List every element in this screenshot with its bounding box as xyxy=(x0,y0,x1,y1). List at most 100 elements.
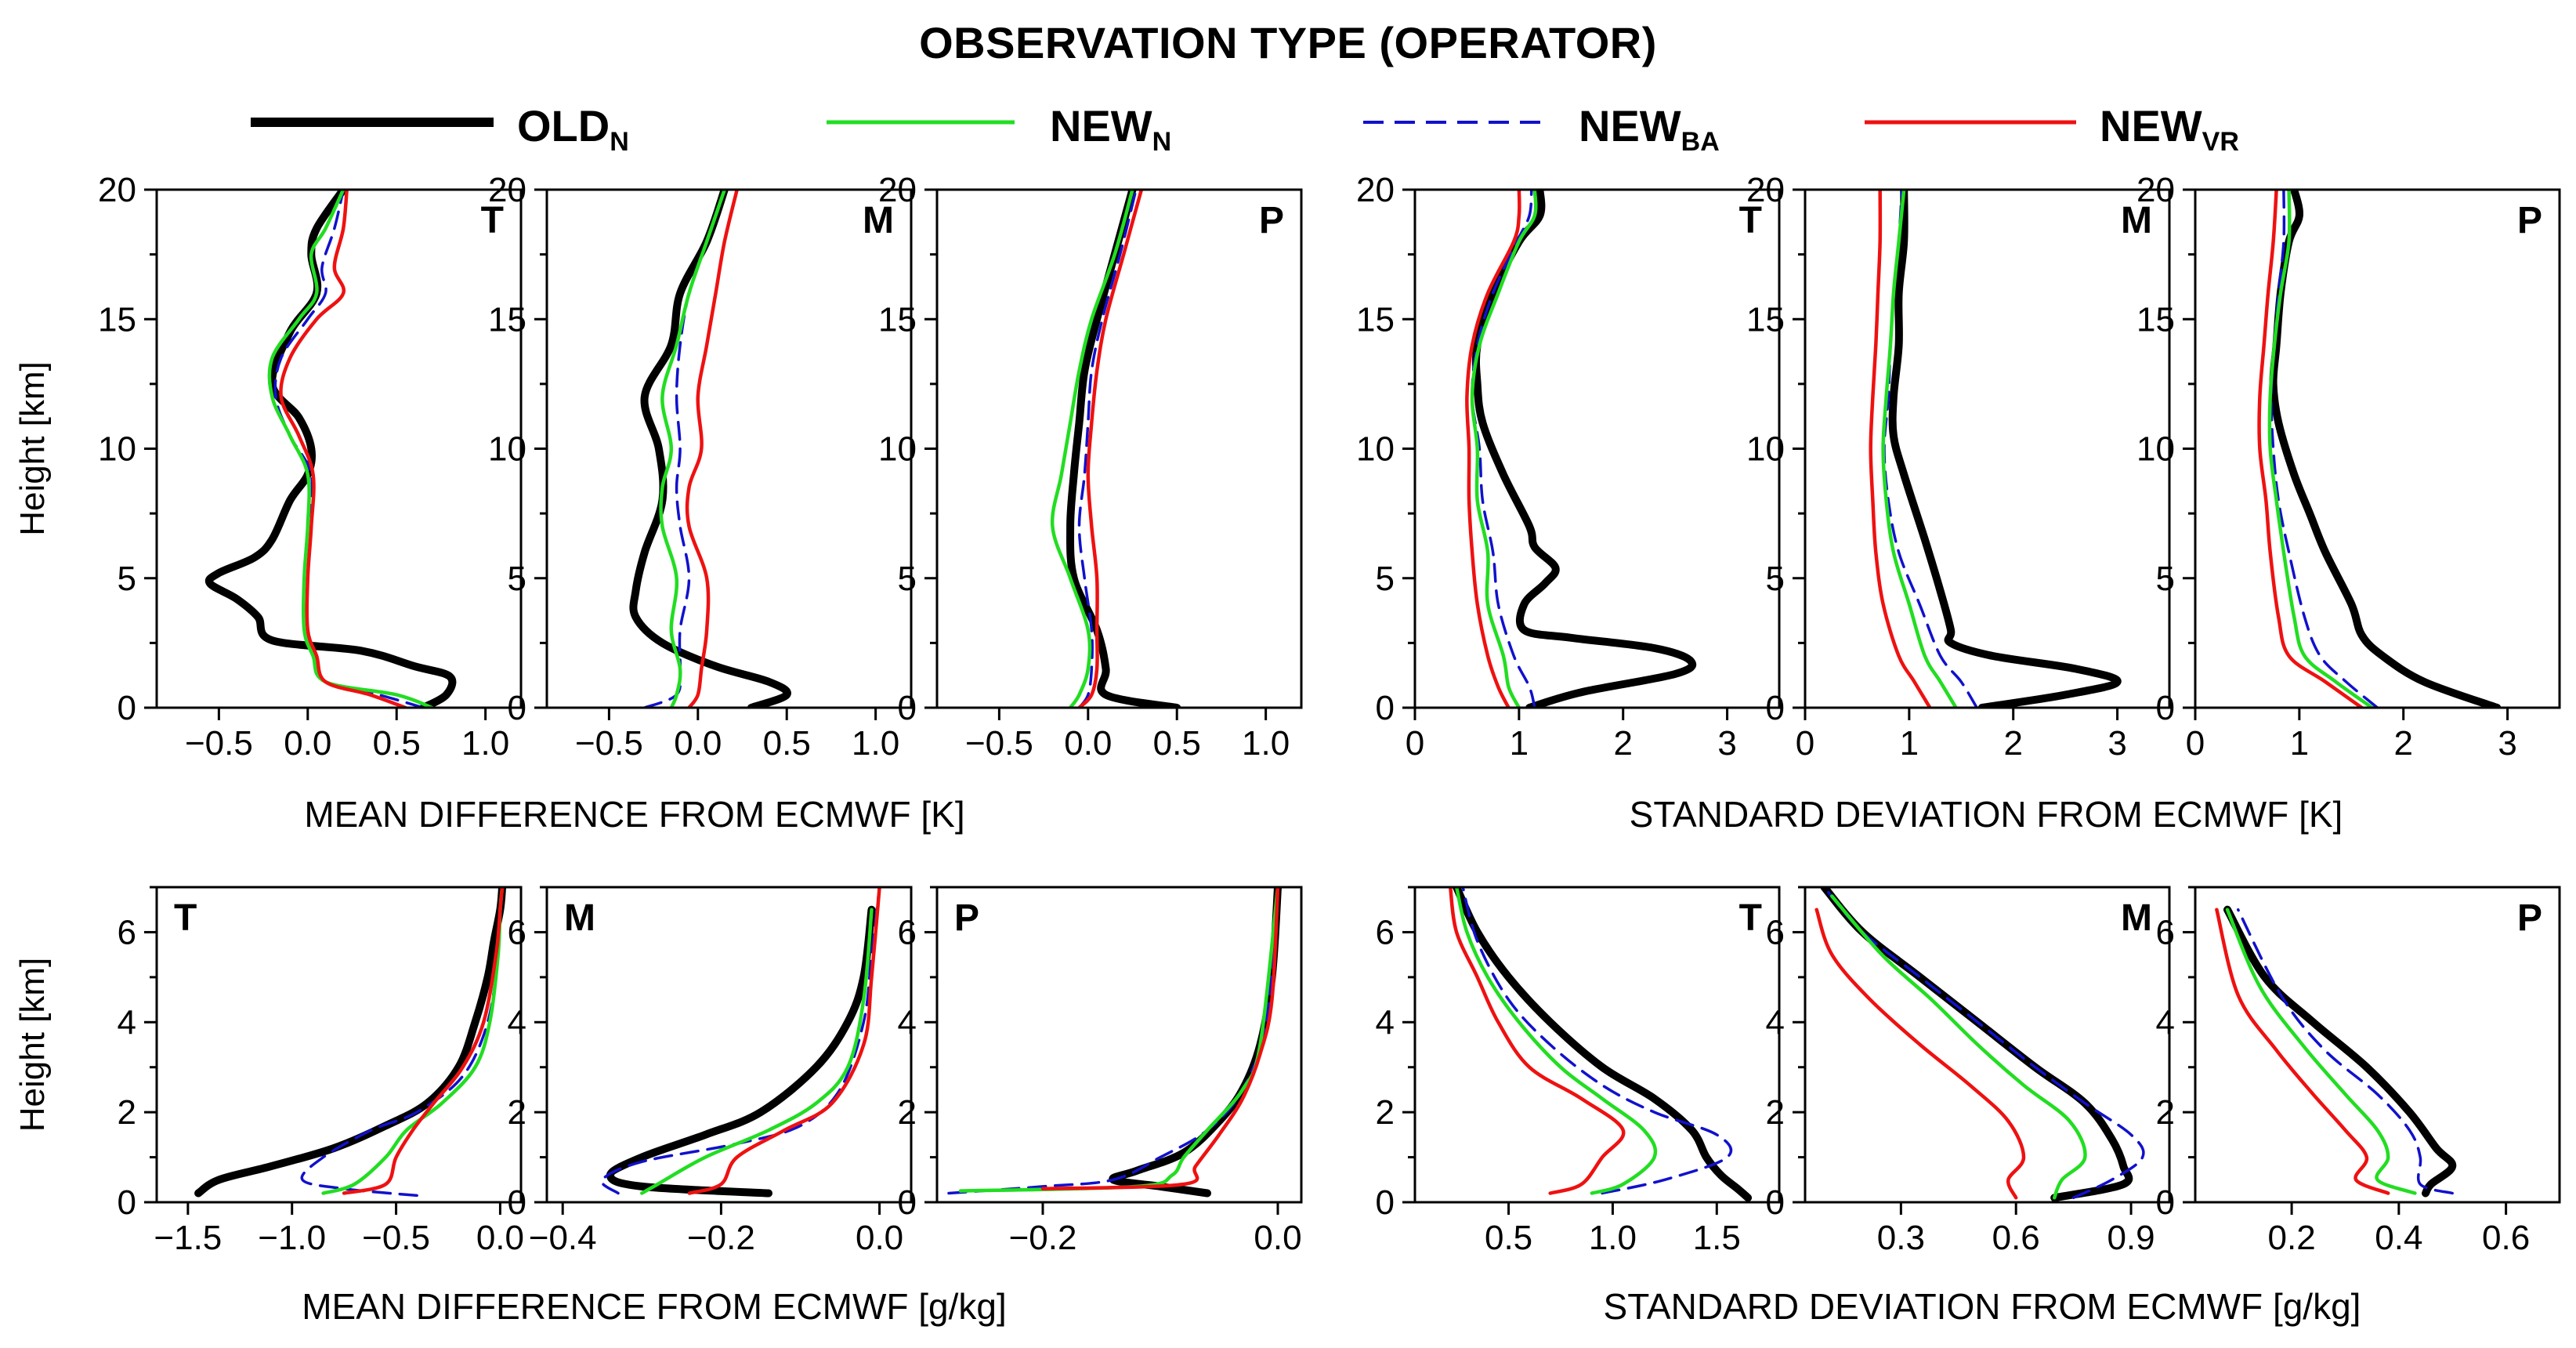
series-line-new-n xyxy=(2267,190,2375,708)
panel-r1c2: M −0.5 0.0 0.5 1.0 0 5 10 15 20 xyxy=(488,171,913,763)
panel-frame xyxy=(935,886,1303,1204)
panel-frame xyxy=(2194,188,2561,709)
x-tick-label: 0.0 xyxy=(1064,724,1112,763)
panel-frame xyxy=(155,188,523,709)
legend-label-new-vr: NEWVR xyxy=(2100,101,2239,157)
y-tick-label: 4 xyxy=(1766,1003,1785,1042)
series-group xyxy=(1465,190,1697,708)
x-tick-label: 1 xyxy=(1900,724,1919,763)
x-tick-label: 0 xyxy=(1796,724,1814,763)
panel-label: M xyxy=(863,200,894,241)
series-line-new-vr xyxy=(1077,190,1144,708)
y-tick-label: 15 xyxy=(488,300,526,339)
x-tick-label: 0.0 xyxy=(856,1219,903,1257)
y-tick-label: 0 xyxy=(508,689,526,727)
x-tick-label: 1 xyxy=(1510,724,1529,763)
series-group xyxy=(1448,887,1753,1202)
y-tick-label: 15 xyxy=(878,300,917,339)
y-axis-title: Height [km] xyxy=(13,958,52,1132)
y-tick-label: 20 xyxy=(1746,171,1785,209)
y-tick-label: 15 xyxy=(2136,300,2175,339)
series-group xyxy=(629,190,791,708)
legend-swatch-old-n xyxy=(251,118,494,127)
series-line-new-vr xyxy=(342,887,505,1195)
series-line-new-vr xyxy=(1448,887,1626,1195)
legend-entry-old-n: OLDN xyxy=(251,92,658,163)
series-line-new-ba xyxy=(1471,190,1536,708)
panel-frame xyxy=(155,886,523,1204)
legend: OLDN NEWN NEWBA NEWVR xyxy=(0,92,2576,163)
panel-label: T xyxy=(1739,897,1762,939)
y-tick-label: 0 xyxy=(1376,1183,1395,1222)
y-axis-labels: Height [km] Height [km] xyxy=(13,361,52,1132)
y-tick-label: 10 xyxy=(1746,430,1785,469)
series-group xyxy=(204,190,457,708)
series-line-old-n xyxy=(1453,887,1753,1202)
y-tick-label: 0 xyxy=(1766,1183,1785,1222)
panel-frame xyxy=(545,188,913,709)
panel-r2c6: P 0.2 0.4 0.6 0 2 4 6 xyxy=(2156,886,2561,1257)
y-tick-label: 10 xyxy=(98,430,136,469)
panel-frame xyxy=(1413,886,1781,1204)
series-line-new-vr xyxy=(279,190,407,708)
series-line-new-n xyxy=(958,887,1280,1193)
panel-label: M xyxy=(2121,200,2152,241)
series-line-old-n xyxy=(1066,190,1181,708)
x-tick-label: 1 xyxy=(2290,724,2309,763)
y-tick-label: 5 xyxy=(118,560,136,598)
y-tick-label: 2 xyxy=(2156,1093,2175,1132)
y-tick-label: 15 xyxy=(1356,300,1395,339)
y-tick-label: 2 xyxy=(898,1093,917,1132)
y-tick-label: 2 xyxy=(118,1093,136,1132)
series-line-old-n xyxy=(1109,887,1282,1198)
y-tick-label: 15 xyxy=(98,300,136,339)
panel-r2c5: M 0.3 0.6 0.9 0 2 4 6 xyxy=(1766,886,2171,1257)
y-tick-label: 2 xyxy=(1376,1093,1395,1132)
y-tick-label: 2 xyxy=(1766,1093,1785,1132)
y-tick-label: 5 xyxy=(1766,560,1785,598)
x-tick-label: −0.2 xyxy=(1009,1219,1077,1257)
series-line-new-vr xyxy=(2215,908,2390,1195)
panel-frame xyxy=(1804,188,2171,709)
y-tick-label: 10 xyxy=(878,430,917,469)
panel-r1c4: T 0 1 2 3 0 5 10 15 20 xyxy=(1356,171,1781,763)
legend-entry-new-vr: NEWVR xyxy=(1865,92,2303,163)
y-tick-label: 4 xyxy=(118,1003,136,1042)
panel-r2c3: P −0.2 0.0 0 2 4 6 xyxy=(898,886,1303,1257)
y-tick-label: 5 xyxy=(1376,560,1395,598)
y-tick-label: 0 xyxy=(1766,689,1785,727)
y-tick-label: 20 xyxy=(488,171,526,209)
series-line-new-vr xyxy=(1869,190,1932,708)
y-tick-label: 0 xyxy=(898,689,917,727)
x-tick-label: 0.2 xyxy=(2268,1219,2316,1257)
series-line-new-ba xyxy=(300,887,504,1198)
x-tick-label: 0.6 xyxy=(1992,1219,2040,1257)
x-tick-label: 0.5 xyxy=(373,724,421,763)
x-tick-label: 0.0 xyxy=(1254,1219,1301,1257)
y-tick-label: 0 xyxy=(118,689,136,727)
x-tick-label: 0.0 xyxy=(284,724,331,763)
panel-label: M xyxy=(564,897,595,939)
panel-label: T xyxy=(481,200,504,241)
series-line-new-n xyxy=(1454,887,1658,1195)
series-group xyxy=(947,887,1282,1198)
x-tick-label: −0.4 xyxy=(529,1219,597,1257)
series-line-new-n xyxy=(1470,190,1538,708)
x-tick-label: −0.5 xyxy=(965,724,1033,763)
y-tick-label: 5 xyxy=(898,560,917,598)
x-tick-label: 1.0 xyxy=(852,724,899,763)
x-tick-label: −0.5 xyxy=(362,1219,430,1257)
x-tick-label: 2 xyxy=(1613,724,1632,763)
x-tick-label: 0.0 xyxy=(476,1219,524,1257)
x-tick-label: −1.0 xyxy=(258,1219,326,1257)
series-group xyxy=(2257,190,2502,708)
series-line-new-vr xyxy=(2257,190,2364,708)
x-tick-label: −0.5 xyxy=(185,724,253,763)
y-tick-label: 10 xyxy=(488,430,526,469)
x-tick-label: 3 xyxy=(1717,724,1736,763)
legend-swatch-new-ba xyxy=(1363,121,1551,124)
series-line-old-n xyxy=(2223,905,2457,1198)
x-tick-label: 3 xyxy=(2498,724,2516,763)
